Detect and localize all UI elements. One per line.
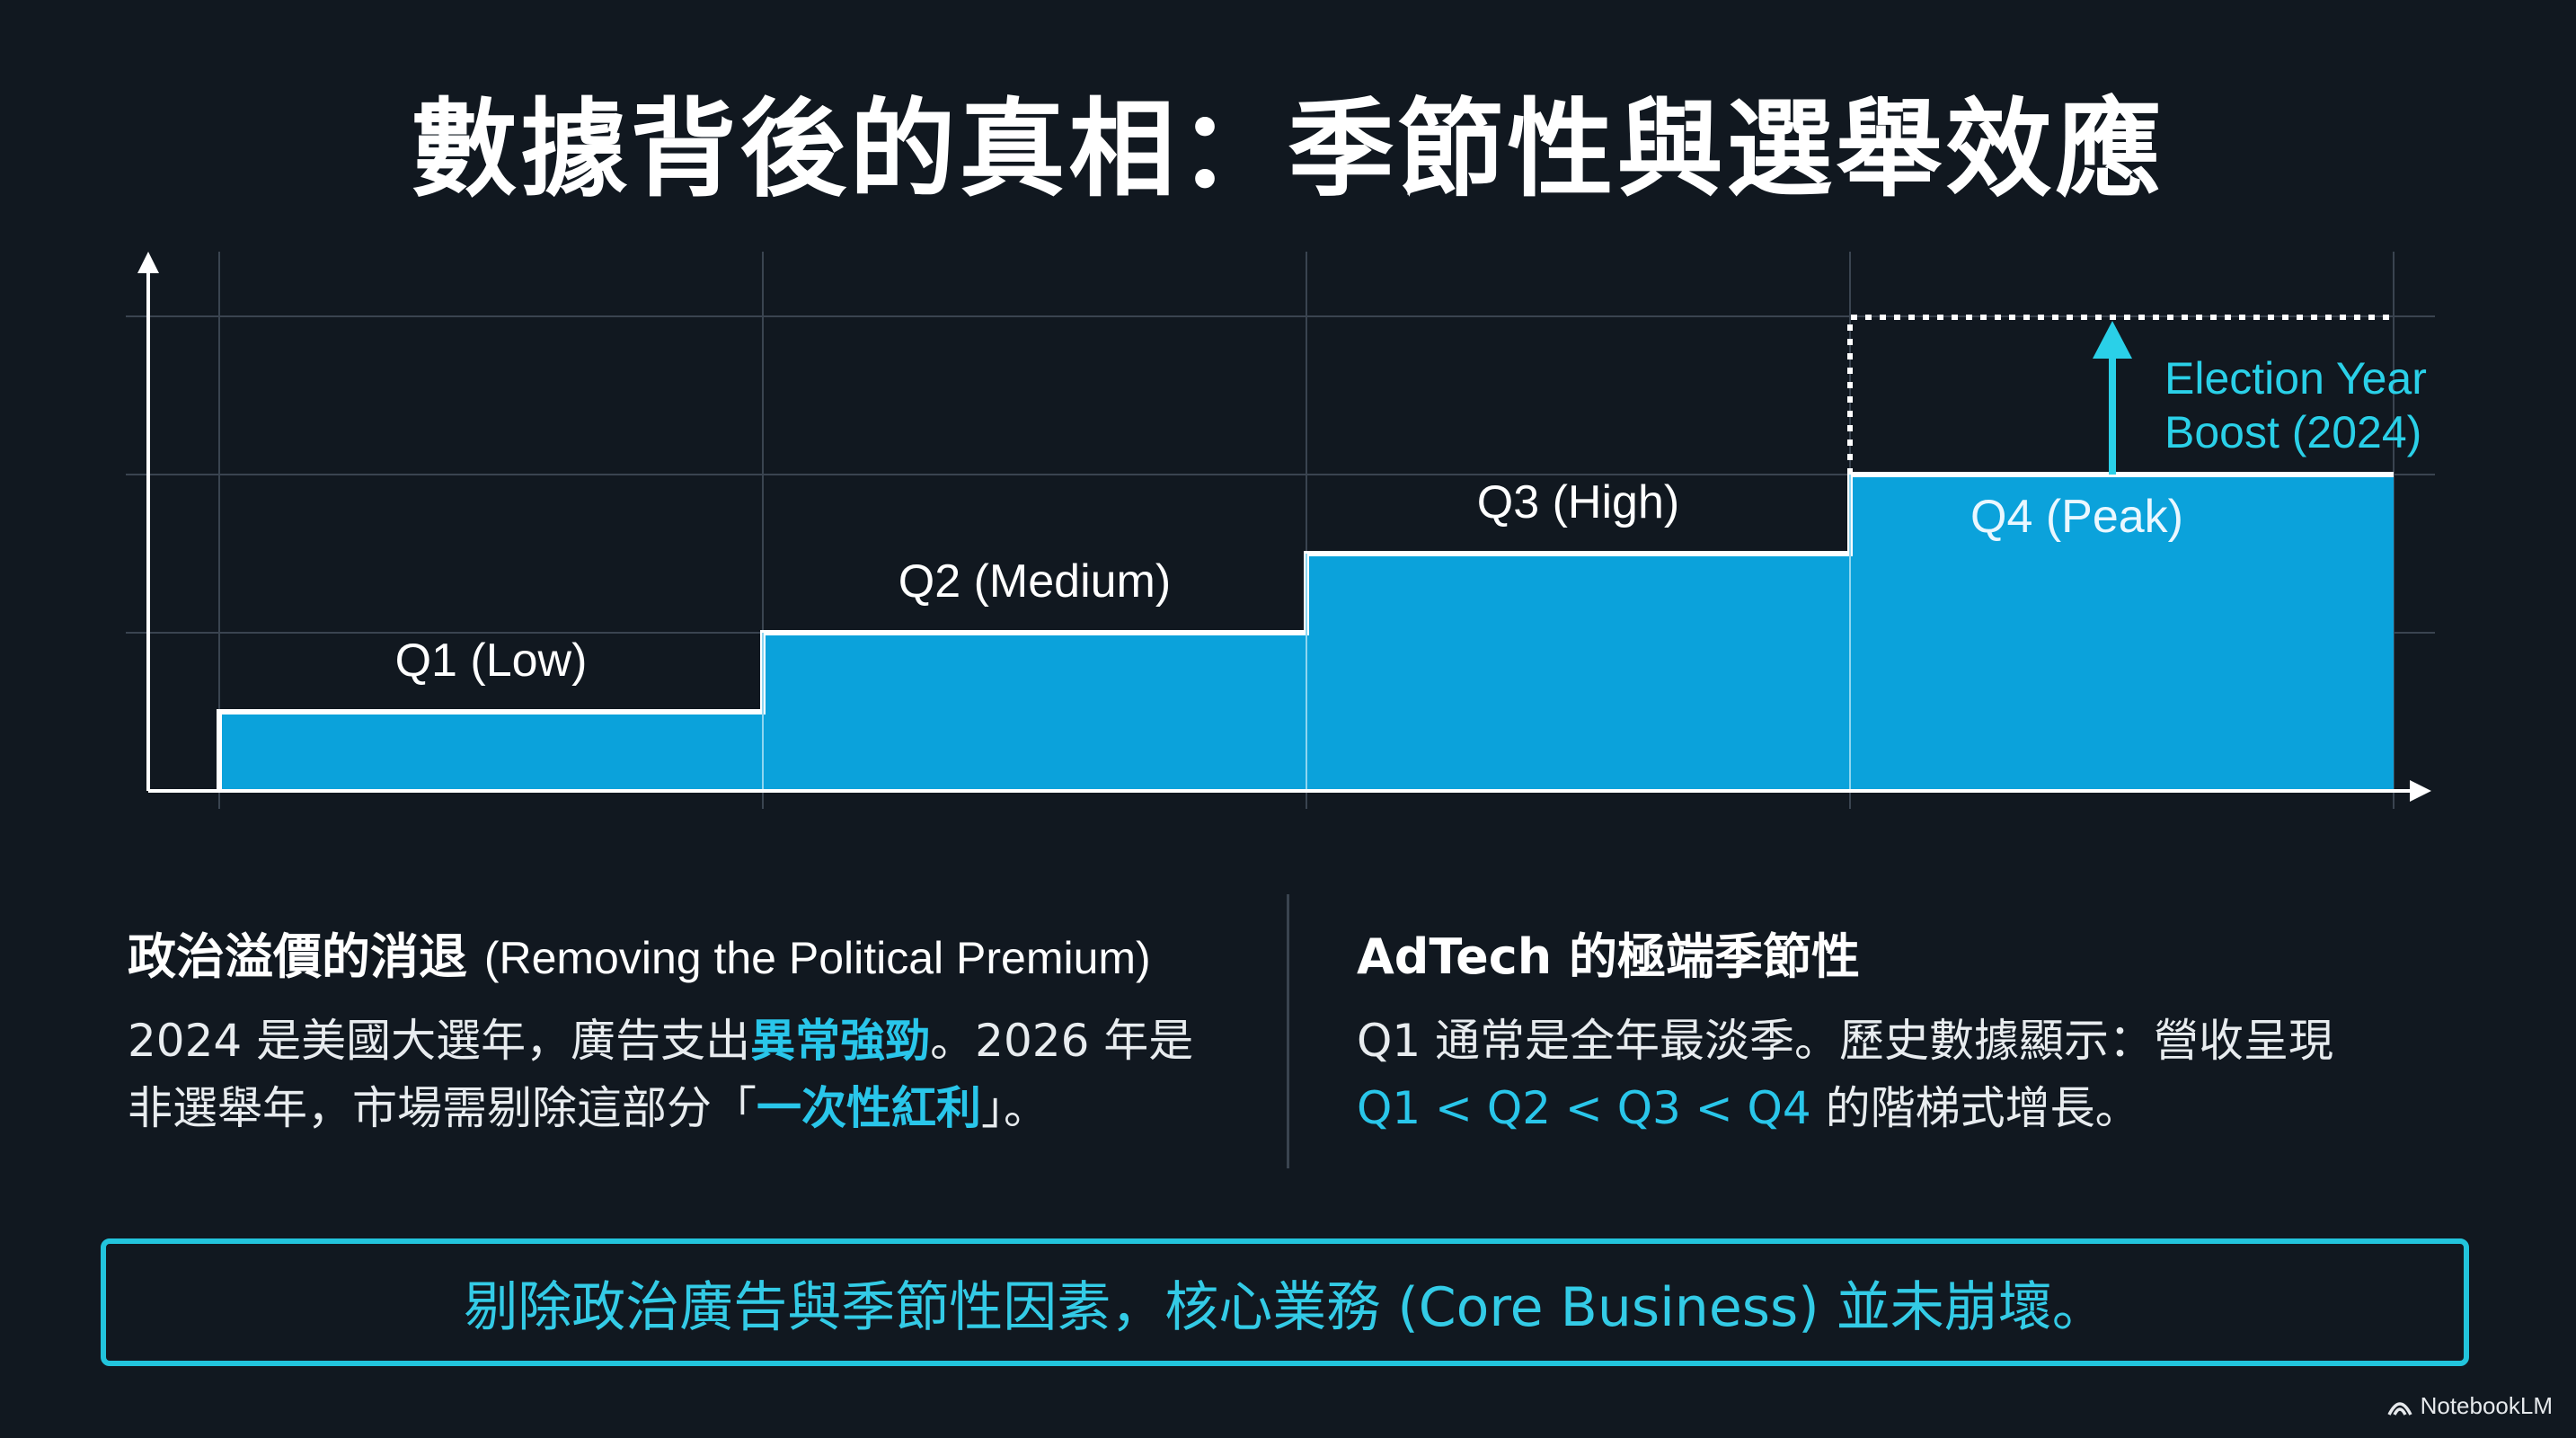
bar-1 <box>219 712 763 791</box>
bar-3 <box>1306 554 1850 791</box>
boost-label-line1: Election Year <box>2164 353 2427 404</box>
left-panel-heading: 政治溢價的消退 (Removing the Political Premium) <box>128 928 1151 985</box>
brand-watermark: NotebookLM <box>2386 1392 2553 1420</box>
category-label: Q3 (High) <box>1477 476 1679 528</box>
brand-name: NotebookLM <box>2420 1392 2553 1419</box>
chart-labels: Q1 (Low) Q2 (Medium) Q3 (High) Q4 (Peak) <box>395 476 2183 687</box>
conclusion-banner: 剔除政治廣告與季節性因素，核心業務 (Core Business) 並未崩壞。 <box>101 1238 2469 1366</box>
step-chart: Q1 (Low) Q2 (Medium) Q3 (High) Q4 (Peak) El… <box>126 252 2435 809</box>
right-panel: AdTech 的極端季節性 Q1 通常是全年最淡季。歷史數據顯示：營收呈現 Q1… <box>1357 917 2480 1142</box>
bar-2 <box>763 633 1306 791</box>
boost-label-line2: Boost (2024) <box>2164 407 2421 457</box>
left-panel: 政治溢價的消退 (Removing the Political Premium)… <box>128 917 1251 1142</box>
left-panel-text: 2024 是美國大選年，廣告支出異常強勁。2026 年是 非選舉年，市場需剔除這… <box>128 1015 1194 1134</box>
right-panel-heading: AdTech 的極端季節性 <box>1357 928 1860 985</box>
x-axis-arrow <box>2410 780 2431 802</box>
highlight-strong: 異常強勁 <box>750 1015 931 1067</box>
category-label: Q4 (Peak) <box>1970 491 2183 543</box>
chart-bars <box>217 472 2394 791</box>
highlight-sequence: Q1 < Q2 < Q3 < Q4 <box>1357 1082 1811 1134</box>
bar-4 <box>1850 475 2394 791</box>
boost-arrow-head <box>2093 321 2132 359</box>
panel-divider <box>1287 894 1289 1168</box>
category-label: Q2 (Medium) <box>899 555 1171 608</box>
notebooklm-icon <box>2387 1401 2412 1416</box>
boost-dotted-line <box>1847 315 2394 475</box>
right-panel-text: Q1 通常是全年最淡季。歷史數據顯示：營收呈現 Q1 < Q2 < Q3 < Q… <box>1357 1015 2334 1134</box>
highlight-bonus: 一次性紅利 <box>757 1082 981 1134</box>
page-title: 數據背後的真相：季節性與選舉效應 <box>411 87 2165 211</box>
category-label: Q1 (Low) <box>395 635 588 687</box>
y-axis-arrow <box>137 252 159 273</box>
chart-axes <box>137 252 2431 802</box>
